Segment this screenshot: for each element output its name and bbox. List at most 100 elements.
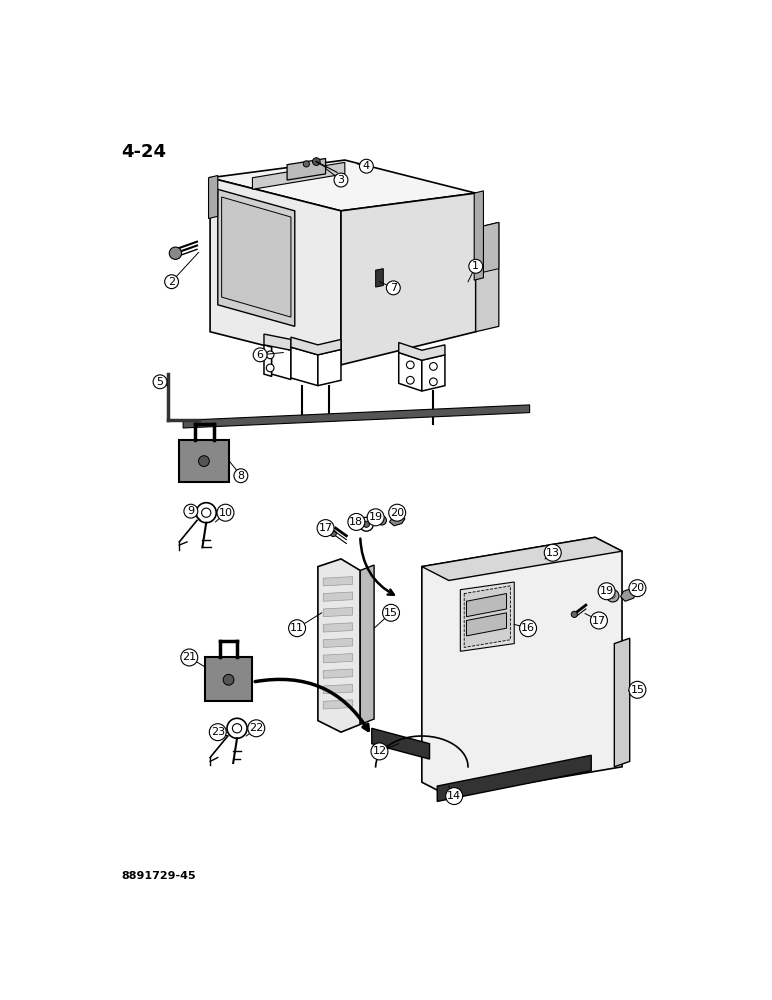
Circle shape (364, 521, 370, 527)
Text: 7: 7 (390, 283, 397, 293)
Polygon shape (466, 594, 506, 617)
Circle shape (253, 348, 267, 362)
Circle shape (381, 519, 384, 522)
Text: 17: 17 (319, 523, 333, 533)
Circle shape (360, 159, 374, 173)
Polygon shape (372, 728, 429, 759)
Text: 20: 20 (390, 508, 405, 518)
Circle shape (209, 724, 226, 741)
Polygon shape (183, 405, 530, 428)
Text: 16: 16 (521, 623, 535, 633)
Polygon shape (422, 355, 445, 391)
Circle shape (334, 173, 348, 187)
Circle shape (429, 363, 437, 370)
Text: 15: 15 (384, 608, 398, 618)
Circle shape (248, 720, 265, 737)
Circle shape (571, 611, 577, 617)
Polygon shape (272, 345, 291, 379)
Polygon shape (287, 158, 326, 180)
Text: 22: 22 (249, 723, 263, 733)
Polygon shape (205, 657, 252, 701)
Polygon shape (422, 537, 622, 796)
Circle shape (389, 504, 405, 521)
Polygon shape (210, 178, 341, 365)
Text: 14: 14 (447, 791, 461, 801)
Polygon shape (323, 592, 353, 601)
Text: 3: 3 (337, 175, 344, 185)
Polygon shape (323, 577, 353, 586)
Text: 17: 17 (592, 615, 606, 626)
Polygon shape (179, 440, 229, 482)
Polygon shape (323, 607, 353, 617)
Circle shape (629, 681, 646, 698)
Circle shape (429, 378, 437, 386)
Circle shape (217, 504, 234, 521)
Text: 6: 6 (256, 350, 263, 360)
Circle shape (303, 161, 310, 167)
Circle shape (317, 520, 334, 537)
Polygon shape (422, 537, 622, 580)
Circle shape (445, 788, 462, 805)
Circle shape (378, 516, 387, 525)
Circle shape (469, 259, 482, 273)
Circle shape (234, 469, 248, 483)
Circle shape (198, 456, 209, 466)
Text: 8: 8 (237, 471, 245, 481)
Polygon shape (323, 669, 353, 678)
Circle shape (629, 580, 646, 597)
Circle shape (266, 351, 274, 359)
Text: 18: 18 (349, 517, 364, 527)
Text: 21: 21 (182, 652, 196, 662)
Polygon shape (474, 191, 483, 280)
Text: 20: 20 (631, 583, 645, 593)
Polygon shape (323, 654, 353, 663)
Polygon shape (437, 755, 591, 801)
Circle shape (367, 509, 384, 526)
Text: 2: 2 (168, 277, 175, 287)
Circle shape (406, 376, 414, 384)
Circle shape (591, 612, 608, 629)
Polygon shape (323, 700, 353, 709)
Circle shape (289, 620, 306, 637)
Text: 12: 12 (372, 746, 387, 756)
Polygon shape (476, 222, 499, 332)
Polygon shape (464, 586, 510, 647)
Polygon shape (222, 197, 291, 317)
Text: 10: 10 (218, 508, 232, 518)
Circle shape (607, 590, 619, 602)
Polygon shape (466, 613, 506, 636)
Circle shape (348, 513, 365, 530)
Polygon shape (460, 582, 514, 651)
Text: 1: 1 (472, 261, 479, 271)
Circle shape (330, 530, 337, 537)
Polygon shape (318, 349, 341, 386)
Text: 5: 5 (157, 377, 164, 387)
Polygon shape (323, 684, 353, 694)
Text: 13: 13 (546, 548, 560, 558)
Polygon shape (264, 334, 291, 350)
Text: 9: 9 (188, 506, 195, 516)
Polygon shape (615, 638, 630, 767)
Text: 23: 23 (211, 727, 225, 737)
Circle shape (184, 504, 198, 518)
Circle shape (164, 275, 178, 289)
Polygon shape (264, 345, 272, 376)
Circle shape (169, 247, 181, 259)
Circle shape (153, 375, 167, 389)
Polygon shape (361, 565, 374, 724)
Polygon shape (318, 559, 361, 732)
Circle shape (406, 361, 414, 369)
Circle shape (223, 674, 234, 685)
Circle shape (611, 594, 615, 598)
Polygon shape (390, 515, 405, 526)
Text: 19: 19 (600, 586, 614, 596)
Polygon shape (621, 588, 637, 601)
Circle shape (266, 364, 274, 372)
Circle shape (520, 620, 537, 637)
Polygon shape (476, 222, 499, 274)
Polygon shape (398, 353, 422, 391)
Text: 8891729-45: 8891729-45 (121, 871, 196, 881)
Polygon shape (218, 189, 295, 326)
Circle shape (387, 281, 400, 295)
Text: 19: 19 (368, 512, 383, 522)
